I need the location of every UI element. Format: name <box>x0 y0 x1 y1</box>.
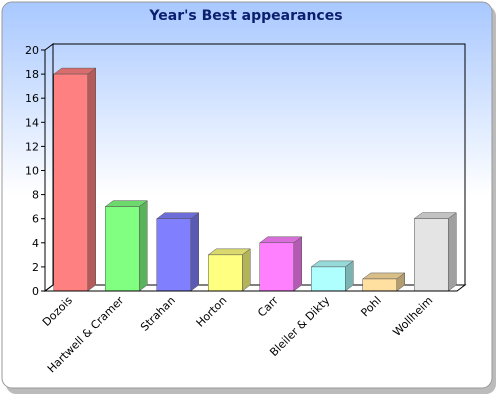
y-tick-label: 8 <box>32 189 39 202</box>
y-tick-label: 16 <box>25 92 39 105</box>
bar-side <box>87 67 96 292</box>
bar <box>259 242 294 292</box>
bar-side <box>138 200 148 292</box>
bar-side <box>293 236 302 292</box>
y-tick-label: 14 <box>25 116 39 129</box>
y-tick-label: 18 <box>25 68 39 81</box>
y-tick-label: 6 <box>32 213 39 226</box>
y-tick-label: 20 <box>25 44 39 57</box>
bar-side <box>190 212 199 292</box>
bar <box>156 218 191 292</box>
y-tick-label: 12 <box>25 140 39 153</box>
y-tick-label: 2 <box>32 261 39 274</box>
y-tick-label: 4 <box>32 237 39 250</box>
y-tick-label: 10 <box>25 165 39 178</box>
y-tick-label: 0 <box>32 285 39 298</box>
bar <box>311 266 346 292</box>
bar <box>414 218 449 292</box>
bar <box>53 73 88 292</box>
bar-side <box>241 248 251 292</box>
bar <box>105 206 140 292</box>
bar-side <box>447 212 457 292</box>
bar <box>362 278 397 292</box>
bar <box>208 254 243 292</box>
chart-title: Year's Best appearances <box>148 8 342 24</box>
